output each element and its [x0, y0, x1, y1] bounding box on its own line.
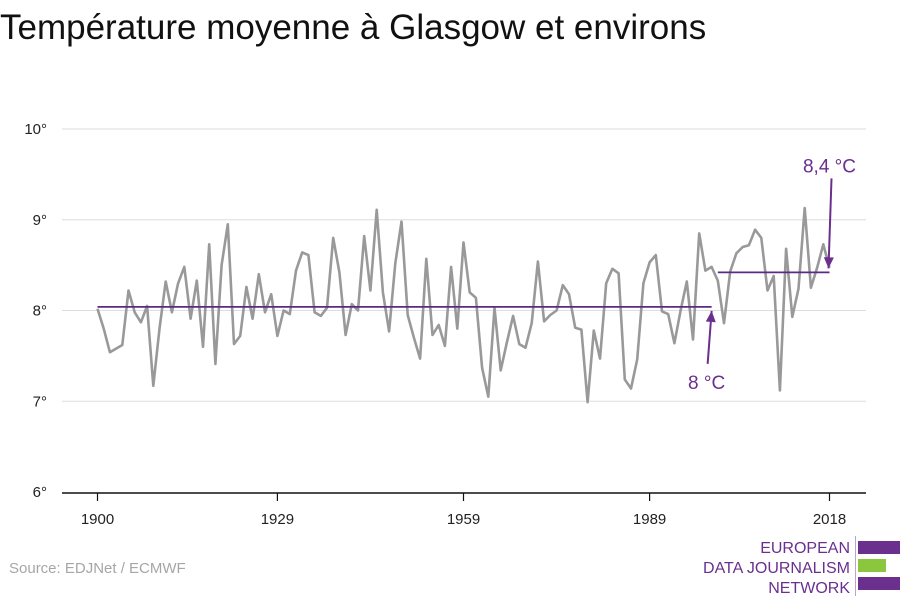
logo-bar-purple-bottom [858, 577, 900, 590]
grid-lines [62, 128, 866, 402]
arrow-8-4c-head [823, 257, 834, 269]
x-tick-label-1959: 1959 [447, 511, 480, 528]
annotation-8-4c: 8,4 °C [803, 156, 856, 177]
edjnet-logo: EUROPEAN DATA JOURNALISM NETWORK [700, 536, 900, 598]
y-tick-label-7: 7° [33, 393, 47, 410]
logo-bar-green [858, 559, 886, 572]
y-tick-label-6: 6° [33, 484, 47, 501]
x-tick-label-1989: 1989 [633, 511, 666, 528]
y-axis-ticks: 6° 7° 8° 9° 10° [24, 121, 47, 501]
x-tick-label-1900: 1900 [81, 511, 114, 528]
source-note: Source: EDJNet / ECMWF [9, 560, 186, 577]
annotations: 8 °C 8,4 °C [688, 156, 856, 393]
x-axis: 1900 1929 1959 1989 2018 [62, 492, 866, 528]
logo-text-network: NETWORK [768, 580, 850, 597]
series-layer [96, 206, 831, 404]
logo-divider [855, 536, 856, 596]
y-tick-label-8: 8° [33, 303, 47, 320]
chart-title: Température moyenne à Glasgow et environ… [0, 8, 707, 47]
y-tick-label-10: 10° [24, 121, 47, 138]
logo-text-european: EUROPEAN [760, 540, 850, 557]
reference-lines [97, 271, 830, 308]
arrow-8c-head [705, 310, 716, 323]
temperature-series-line [96, 206, 831, 404]
arrow-8-4c-shaft [827, 178, 833, 269]
logo-text-data-journalism: DATA JOURNALISM [703, 560, 850, 577]
x-tick-label-2018: 2018 [813, 511, 846, 528]
logo-bar-purple-top [858, 541, 900, 554]
x-tick-label-1929: 1929 [261, 511, 294, 528]
annotation-8c: 8 °C [688, 373, 725, 394]
y-tick-label-9: 9° [33, 212, 47, 229]
